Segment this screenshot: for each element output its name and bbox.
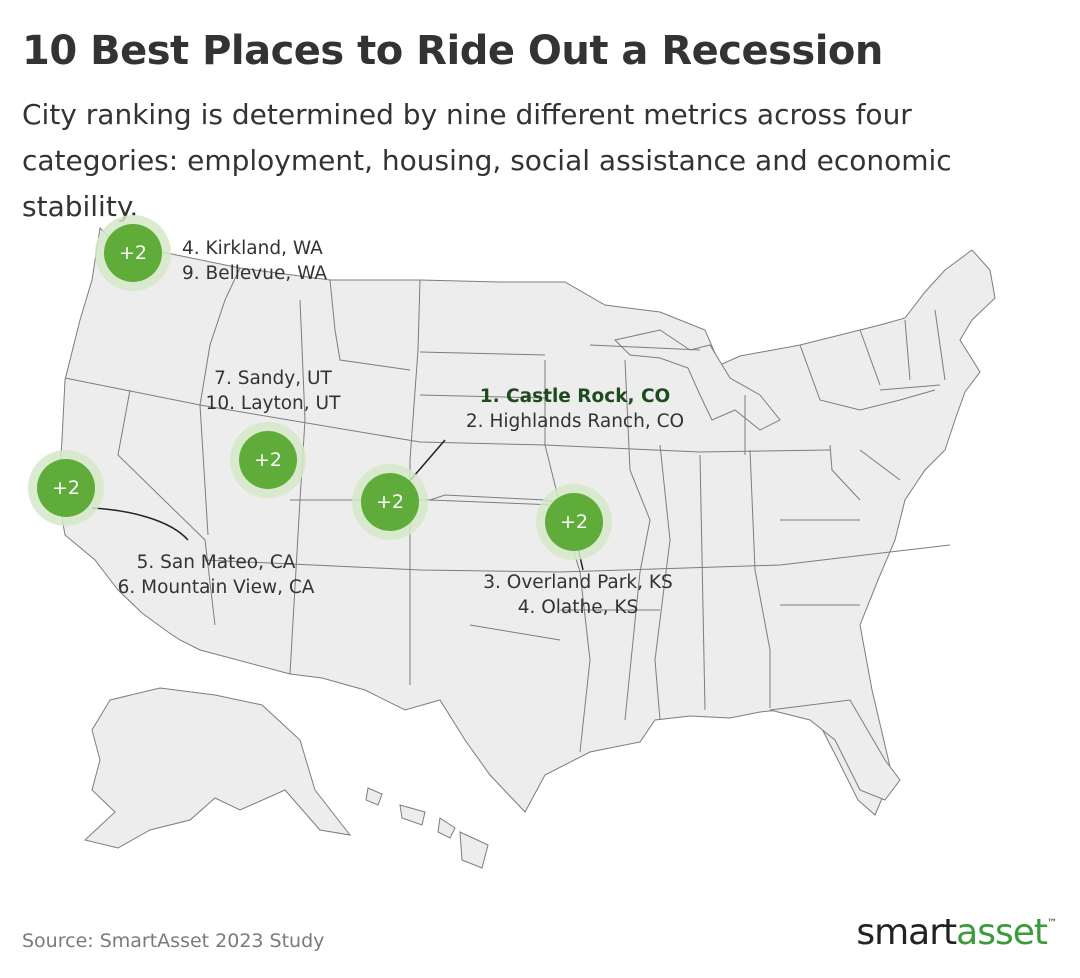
city-name: 9. Bellevue, WA — [182, 263, 328, 284]
city-name: 6. Mountain View, CA — [117, 577, 315, 598]
hawaii — [365, 787, 489, 869]
city-name: 4. Kirkland, WA — [182, 238, 323, 259]
marker-dot — [239, 431, 297, 489]
marker-ks[interactable]: +2 — [536, 484, 612, 560]
city-label-wa: 4. Kirkland, WA 9. Bellevue, WA — [182, 236, 327, 286]
marker-ut[interactable]: +2 — [230, 422, 306, 498]
city-label-ut: 7. Sandy, UT 10. Layton, UT — [193, 366, 353, 416]
marker-badge-co: +2 — [376, 491, 404, 513]
marker-badge-wa: +2 — [119, 242, 147, 264]
marker-badge-ks: +2 — [560, 511, 588, 533]
smartasset-logo: smartasset™ — [856, 912, 1057, 953]
marker-co[interactable]: +2 — [352, 464, 428, 540]
alaska — [83, 687, 352, 849]
marker-dot — [361, 473, 419, 531]
leader-line-ca — [91, 507, 189, 541]
city-name: 2. Highlands Ranch, CO — [465, 411, 685, 432]
great-lakes — [614, 329, 781, 431]
logo-smart: smart — [856, 912, 957, 953]
page-subtitle: City ranking is determined by nine diffe… — [22, 98, 952, 223]
logo-asset: asset — [956, 912, 1048, 953]
city-label-ca: 5. San Mateo, CA 6. Mountain View, CA — [100, 550, 332, 600]
state-borders — [64, 267, 951, 753]
marker-ca[interactable]: +2 — [28, 450, 104, 526]
city-label-ks: 3. Overland Park, KS 4. Olathe, KS — [468, 570, 688, 620]
city-name: 7. Sandy, UT — [214, 368, 332, 389]
marker-dot — [37, 459, 95, 517]
city-name: 3. Overland Park, KS — [483, 572, 673, 593]
city-label-co: 1. Castle Rock, CO 2. Highlands Ranch, C… — [450, 384, 700, 434]
marker-badge-ut: +2 — [254, 449, 282, 471]
marker-dot — [104, 224, 162, 282]
marker-badge-ca: +2 — [52, 477, 80, 499]
source-note: Source: SmartAsset 2023 Study — [22, 930, 325, 952]
us-continental-outline — [57, 226, 996, 816]
city-name: 10. Layton, UT — [205, 393, 341, 414]
state-shapes — [57, 226, 996, 869]
city-name-top-ranked: 1. Castle Rock, CO — [479, 386, 671, 407]
city-name: 5. San Mateo, CA — [136, 552, 296, 573]
marker-dot — [545, 493, 603, 551]
logo-tm: ™ — [1047, 918, 1057, 929]
marker-wa[interactable]: +2 — [95, 215, 171, 291]
city-name: 4. Olathe, KS — [517, 597, 639, 618]
page-title: 10 Best Places to Ride Out a Recession — [22, 28, 883, 74]
florida — [769, 699, 901, 801]
